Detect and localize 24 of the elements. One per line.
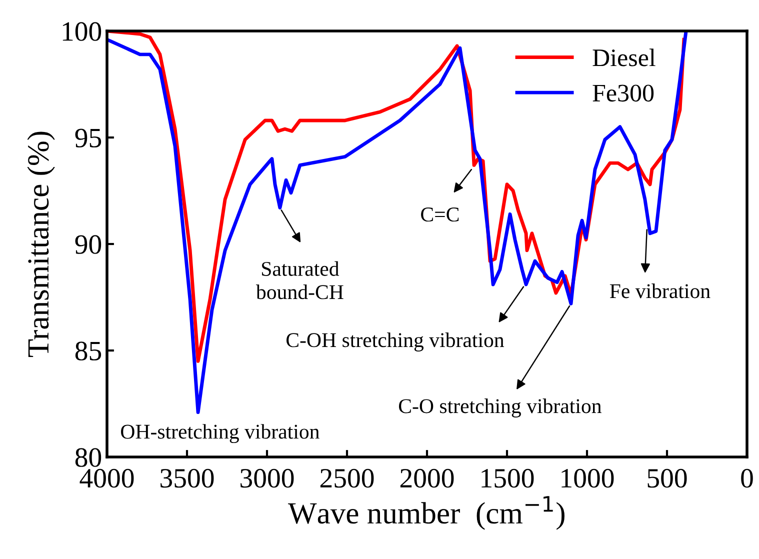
x-tick-label: 1000 bbox=[562, 468, 614, 488]
annotation: OH-stretching vibration bbox=[121, 424, 320, 444]
annotation: Saturated bound-CH bbox=[256, 261, 344, 300]
annotation: C-O stretching vibration bbox=[398, 398, 602, 418]
x-tick-label: 3000 bbox=[240, 468, 294, 488]
y-tick-label: 90 bbox=[75, 235, 102, 254]
annotation: C-OH stretching vibration bbox=[286, 332, 504, 352]
x-tick-label: 4000 bbox=[80, 468, 134, 488]
x-tick-label: 2000 bbox=[400, 468, 454, 488]
x-tick-label: 3500 bbox=[160, 468, 214, 488]
y-tick-label: 100 bbox=[62, 22, 102, 41]
y-tick-label: 80 bbox=[75, 448, 102, 467]
y-tick-label: 95 bbox=[75, 128, 102, 148]
x-tick-label: 500 bbox=[648, 468, 687, 488]
x-tick-label: 2500 bbox=[320, 468, 374, 488]
x-axis-title: Wave number (cm$^{−1}$) bbox=[288, 496, 564, 530]
legend-label: Fe300 bbox=[592, 84, 654, 102]
x-tick-label: 1500 bbox=[482, 468, 534, 488]
annotation: C=C bbox=[421, 208, 459, 222]
y-tick-label: 85 bbox=[75, 342, 102, 360]
y-axis-title: Transmittance (%) bbox=[27, 132, 55, 358]
legend-label: Diesel bbox=[592, 48, 656, 66]
annotation: Fe vibration bbox=[610, 284, 710, 298]
x-tick-label: 0 bbox=[741, 468, 753, 488]
